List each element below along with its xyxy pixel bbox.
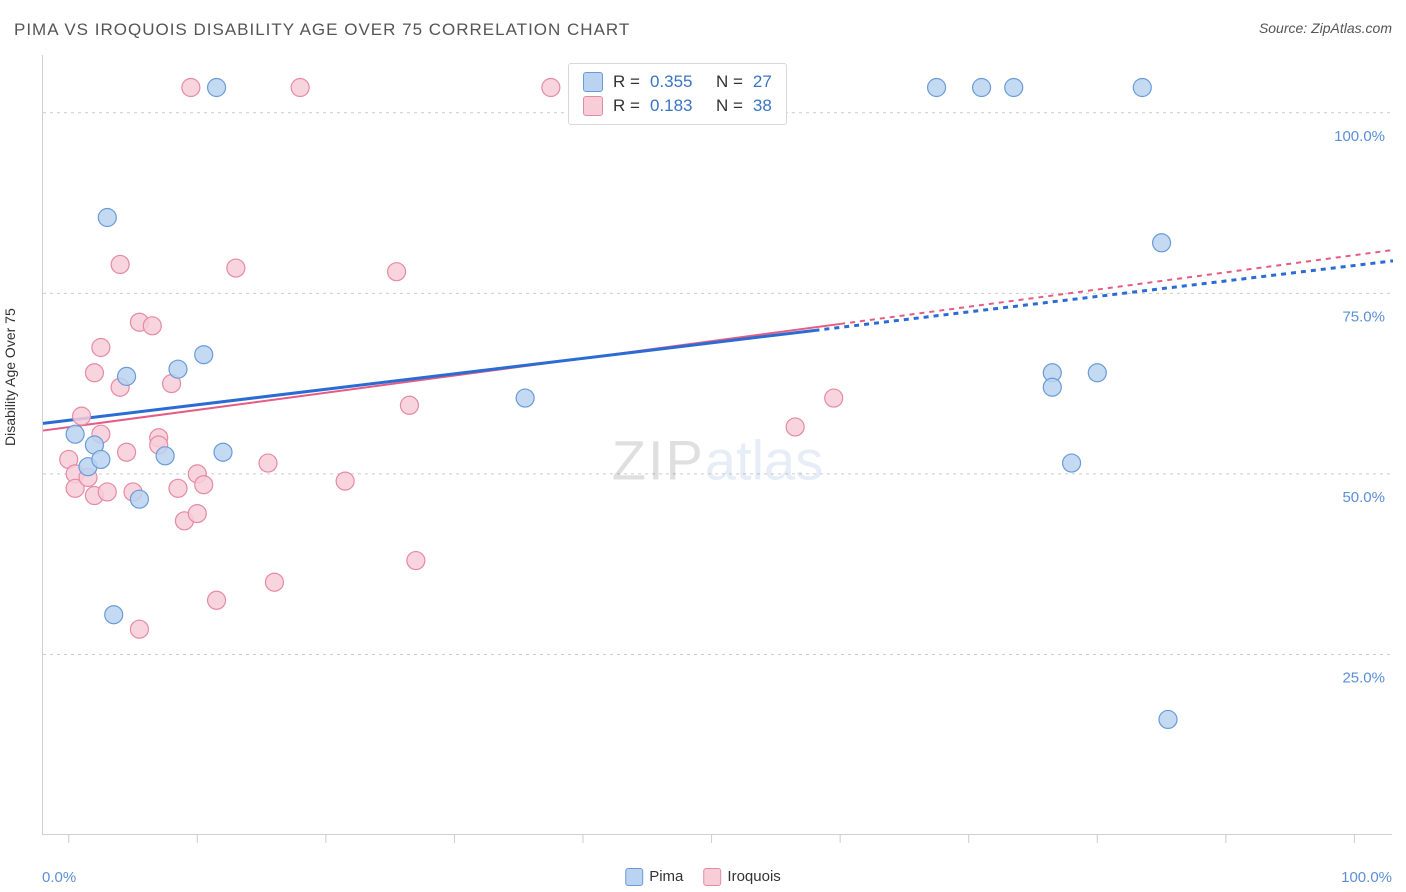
data-point xyxy=(1088,364,1106,382)
data-point xyxy=(542,79,560,97)
chart-source: Source: ZipAtlas.com xyxy=(1259,20,1392,36)
data-point xyxy=(973,79,991,97)
stats-n-label: N = xyxy=(716,72,743,92)
data-point xyxy=(388,263,406,281)
stats-row: R = 0.183 N = 38 xyxy=(583,94,772,118)
y-tick-label: 25.0% xyxy=(1342,669,1385,686)
stats-n-label: N = xyxy=(716,96,743,116)
data-point xyxy=(208,591,226,609)
data-point xyxy=(105,606,123,624)
data-point xyxy=(407,552,425,570)
stats-r-label: R = xyxy=(613,72,640,92)
data-point xyxy=(118,443,136,461)
data-point xyxy=(195,476,213,494)
data-point xyxy=(928,79,946,97)
trend-line xyxy=(43,324,840,431)
data-point xyxy=(1005,79,1023,97)
stats-row: R = 0.355 N = 27 xyxy=(583,70,772,94)
legend-swatch-icon xyxy=(625,868,643,886)
data-point xyxy=(130,620,148,638)
data-point xyxy=(73,407,91,425)
data-point xyxy=(111,255,129,273)
legend-swatch-icon xyxy=(703,868,721,886)
data-point xyxy=(1159,710,1177,728)
data-point xyxy=(92,450,110,468)
data-point xyxy=(182,79,200,97)
data-point xyxy=(1063,454,1081,472)
y-tick-label: 50.0% xyxy=(1342,489,1385,506)
data-point xyxy=(291,79,309,97)
trend-line-extrapolated xyxy=(840,250,1393,324)
y-axis-label: Disability Age Over 75 xyxy=(2,308,18,446)
stats-r-value: 0.355 xyxy=(650,72,706,92)
data-point xyxy=(336,472,354,490)
data-point xyxy=(143,317,161,335)
stats-r-label: R = xyxy=(613,96,640,116)
x-axis-start-label: 0.0% xyxy=(42,869,76,886)
data-point xyxy=(85,364,103,382)
data-point xyxy=(208,79,226,97)
x-axis-end-label: 100.0% xyxy=(1341,869,1392,886)
data-point xyxy=(1153,234,1171,252)
stats-n-value: 38 xyxy=(753,96,772,116)
y-tick-label: 100.0% xyxy=(1334,128,1385,145)
data-point xyxy=(130,490,148,508)
data-point xyxy=(195,346,213,364)
data-point xyxy=(169,479,187,497)
legend-item: Iroquois xyxy=(703,868,780,886)
data-point xyxy=(214,443,232,461)
data-point xyxy=(66,425,84,443)
data-point xyxy=(825,389,843,407)
trend-line-extrapolated xyxy=(814,261,1393,331)
data-point xyxy=(92,339,110,357)
data-point xyxy=(169,360,187,378)
stats-n-value: 27 xyxy=(753,72,772,92)
data-point xyxy=(400,396,418,414)
legend-swatch-icon xyxy=(583,72,603,92)
data-point xyxy=(516,389,534,407)
data-point xyxy=(227,259,245,277)
y-tick-label: 75.0% xyxy=(1342,308,1385,325)
stats-legend-box: R = 0.355 N = 27 R = 0.183 N = 38 xyxy=(568,63,787,125)
data-point xyxy=(118,367,136,385)
data-point xyxy=(265,573,283,591)
legend-swatch-icon xyxy=(583,96,603,116)
data-point xyxy=(1133,79,1151,97)
data-point xyxy=(188,505,206,523)
chart-title: PIMA VS IROQUOIS DISABILITY AGE OVER 75 … xyxy=(14,20,630,39)
stats-r-value: 0.183 xyxy=(650,96,706,116)
data-point xyxy=(98,209,116,227)
legend-label: Pima xyxy=(649,868,683,885)
data-point xyxy=(156,447,174,465)
data-point xyxy=(1043,378,1061,396)
data-point xyxy=(259,454,277,472)
data-point xyxy=(786,418,804,436)
legend-item: Pima xyxy=(625,868,683,886)
trend-line xyxy=(43,330,814,423)
data-point xyxy=(98,483,116,501)
plot-area: 25.0%50.0%75.0%100.0% ZIPatlas xyxy=(42,55,1392,835)
legend-label: Iroquois xyxy=(727,868,780,885)
bottom-legend: Pima Iroquois xyxy=(625,868,781,886)
